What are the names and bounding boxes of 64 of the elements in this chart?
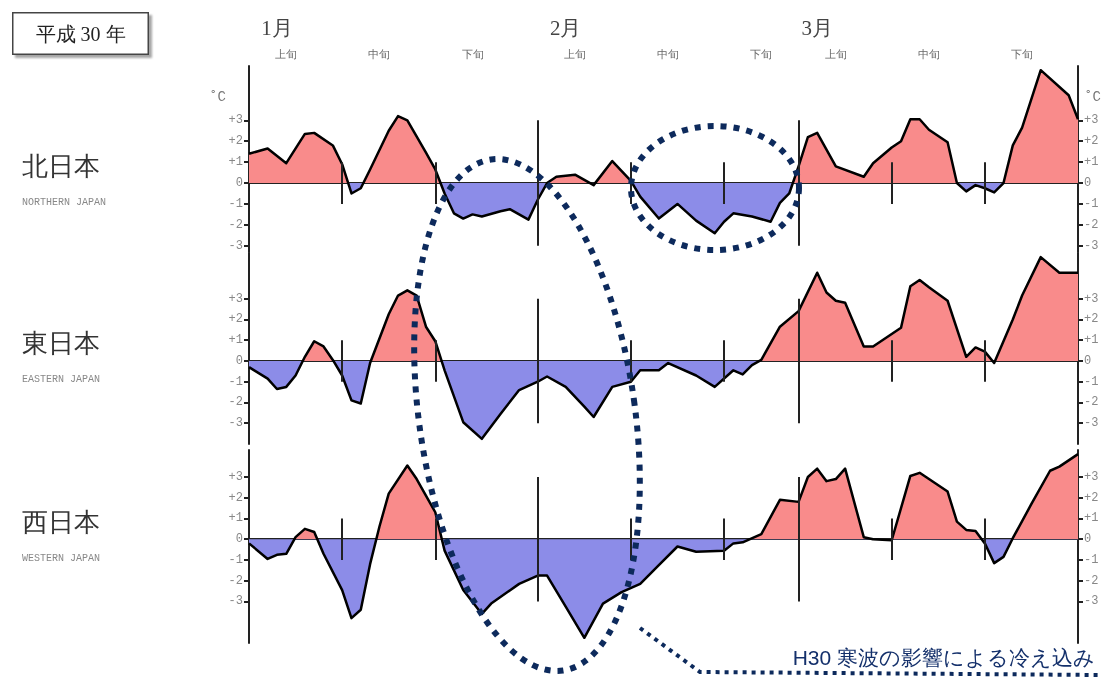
x-tick-label: 2月 bbox=[549, 15, 582, 40]
y2-tick-label: +2 bbox=[1084, 134, 1099, 149]
y-tick-label: -1 bbox=[228, 552, 243, 567]
y-axis-title: ˚C bbox=[209, 89, 226, 106]
text: H30 寒波の影響による冷え込み bbox=[792, 646, 1095, 669]
x-tick-label: 3月 bbox=[801, 15, 833, 40]
y2-tick-label: +1 bbox=[1084, 511, 1099, 526]
y-tick-label: -3 bbox=[228, 416, 243, 431]
text: 上旬 bbox=[275, 48, 298, 60]
text: WESTERN JAPAN bbox=[22, 552, 101, 564]
y2-tick-label: -3 bbox=[1084, 594, 1099, 609]
y2-tick-label: -1 bbox=[1084, 196, 1099, 211]
text: 平成 30 年 bbox=[35, 22, 126, 45]
y-tick-label: -3 bbox=[228, 594, 243, 609]
text: 上旬 bbox=[824, 48, 847, 60]
y-tick-label: +2 bbox=[228, 134, 243, 149]
y2-tick-label: 0 bbox=[1084, 176, 1092, 191]
y-tick-label: +3 bbox=[228, 113, 243, 128]
y-tick-label: -1 bbox=[228, 374, 243, 389]
y-tick-label: +3 bbox=[228, 469, 243, 484]
y-tick-label: -2 bbox=[228, 573, 243, 588]
y2-tick-label: -1 bbox=[1084, 552, 1099, 567]
y2-tick-label: +2 bbox=[1084, 312, 1099, 327]
y2-tick-label: +3 bbox=[1084, 113, 1099, 128]
text: 中旬 bbox=[368, 48, 391, 60]
y-tick-label: +2 bbox=[228, 490, 243, 505]
text: 下旬 bbox=[750, 48, 773, 60]
text: NORTHERN JAPAN bbox=[22, 196, 107, 208]
y-tick-label: +1 bbox=[228, 333, 243, 348]
y-tick-label: -2 bbox=[228, 395, 243, 410]
text: 上旬 bbox=[564, 48, 587, 60]
y-tick-label: 0 bbox=[235, 532, 243, 547]
y-tick-label: 0 bbox=[235, 176, 243, 191]
y-tick-label: +1 bbox=[228, 511, 243, 526]
y2-tick-label: -2 bbox=[1084, 573, 1099, 588]
x-tick-label: 1月 bbox=[261, 15, 293, 40]
text: 北日本 bbox=[22, 151, 100, 181]
y2-tick-label: -1 bbox=[1084, 374, 1099, 389]
y2-tick-label: -3 bbox=[1084, 238, 1099, 253]
y-tick-label: +3 bbox=[228, 291, 243, 306]
y2-tick-label: -2 bbox=[1084, 395, 1099, 410]
y2-axis-title: ˚C bbox=[1084, 89, 1101, 106]
y2-tick-label: -3 bbox=[1084, 416, 1099, 431]
y-tick-label: 0 bbox=[235, 353, 243, 368]
y2-tick-label: +2 bbox=[1084, 490, 1099, 505]
y2-tick-label: 0 bbox=[1084, 353, 1092, 368]
y-tick-label: -2 bbox=[228, 217, 243, 232]
text: 東日本 bbox=[22, 329, 100, 359]
y2-tick-label: +3 bbox=[1084, 469, 1099, 484]
y-tick-label: +2 bbox=[228, 312, 243, 327]
text: 下旬 bbox=[1011, 48, 1034, 60]
y2-tick-label: +3 bbox=[1084, 291, 1099, 306]
y2-tick-label: +1 bbox=[1084, 155, 1099, 170]
text: 下旬 bbox=[461, 48, 484, 60]
y-tick-label: +1 bbox=[228, 155, 243, 170]
text: 西日本 bbox=[22, 507, 100, 537]
text: 中旬 bbox=[657, 48, 680, 60]
y2-tick-label: +1 bbox=[1084, 333, 1099, 348]
text: EASTERN JAPAN bbox=[22, 374, 101, 386]
y-tick-label: -3 bbox=[228, 238, 243, 253]
text: 中旬 bbox=[917, 48, 940, 60]
y2-tick-label: -2 bbox=[1084, 217, 1099, 232]
y2-tick-label: 0 bbox=[1084, 532, 1092, 547]
y-tick-label: -1 bbox=[228, 196, 243, 211]
